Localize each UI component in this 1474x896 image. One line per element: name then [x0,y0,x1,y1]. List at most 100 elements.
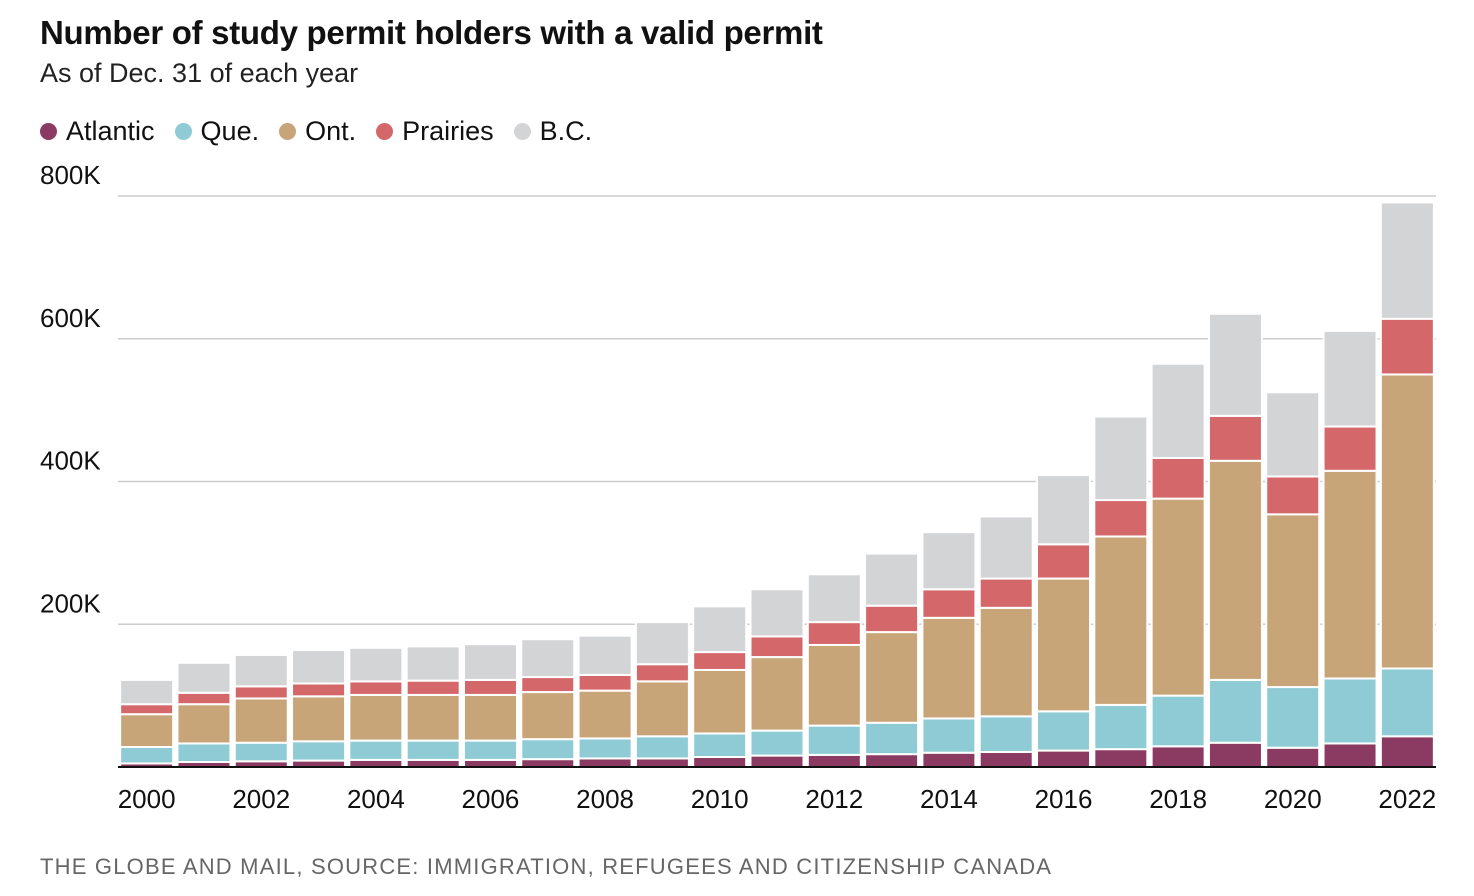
x-tick-label: 2012 [805,784,863,814]
x-tick-label: 2004 [347,784,405,814]
bar-ont-2019 [1207,459,1263,681]
y-tick-label: 600K [40,303,101,333]
legend-label-atlantic: Atlantic [66,116,155,146]
bar-prairies-2012 [806,621,862,646]
bar-que-2022 [1379,667,1435,738]
bar-que-2002 [233,741,289,763]
legend-swatch-prairies [376,123,394,140]
bar-atlantic-2012 [806,753,862,769]
bar-atlantic-2014 [921,751,977,768]
chart-subtitle: As of Dec. 31 of each year [40,58,359,88]
x-tick-label: 2016 [1035,784,1093,814]
bar-bc-2015 [978,515,1034,580]
x-tick-label: 2000 [118,784,176,814]
bar-atlantic-2019 [1207,741,1263,768]
legend-item-atlantic: Atlantic [40,116,155,147]
bar-bc-2011 [749,588,805,638]
bar-atlantic-2013 [864,753,920,769]
bar-ont-2006 [462,693,518,742]
bar-prairies-2008 [577,673,633,692]
x-tick-label: 2010 [691,784,749,814]
bar-que-2012 [806,724,862,756]
bar-prairies-2009 [634,663,690,683]
bar-bc-2010 [692,605,748,654]
legend-label-prairies: Prairies [402,116,494,146]
bar-bc-2017 [1093,415,1149,502]
bar-atlantic-2008 [577,757,633,768]
bar-que-2015 [978,715,1034,754]
bar-atlantic-2010 [692,756,748,769]
bar-ont-2009 [634,680,690,738]
legend-swatch-que [174,123,192,140]
bar-bc-2016 [1036,474,1092,546]
bar-ont-2017 [1093,535,1149,706]
bar-ont-2022 [1379,373,1435,670]
bar-bc-2002 [233,653,289,688]
bar-prairies-2014 [921,588,977,619]
legend-item-que: Que. [174,116,260,147]
bar-prairies-2001 [176,691,232,706]
bar-bc-2007 [520,638,576,679]
bar-atlantic-2016 [1036,749,1092,768]
legend-label-ont: Ont. [305,116,357,146]
x-tick-label: 2022 [1378,784,1436,814]
bar-atlantic-2006 [462,758,518,768]
bar-atlantic-2018 [1150,745,1206,769]
bar-prairies-2018 [1150,456,1206,500]
x-tick-label: 2014 [920,784,978,814]
chart-legend: Atlantic Que. Ont. Prairies B.C. [40,116,612,147]
bar-ont-2007 [520,691,576,741]
legend-item-bc: B.C. [513,116,592,147]
bar-que-2005 [405,739,461,761]
bar-ont-2005 [405,693,461,742]
bar-bc-2009 [634,621,690,666]
bar-ont-2002 [233,697,289,744]
bar-atlantic-2011 [749,754,805,769]
bar-ont-2003 [291,695,347,743]
bar-que-2009 [634,735,690,760]
bar-prairies-2004 [348,680,404,696]
bar-prairies-2015 [978,577,1034,609]
bar-atlantic-2020 [1265,746,1321,769]
bar-bc-2022 [1379,201,1435,320]
bar-atlantic-2021 [1322,742,1378,768]
bar-prairies-2016 [1036,543,1092,580]
y-tick-label: 200K [40,588,101,618]
bar-ont-2001 [176,703,232,745]
x-tick-label: 2008 [576,784,634,814]
chart-title: Number of study permit holders with a va… [40,14,823,51]
bar-que-2008 [577,737,633,760]
bar-prairies-2003 [291,682,347,698]
bar-que-2001 [176,742,232,764]
bar-atlantic-2004 [348,758,404,768]
bar-bc-2004 [348,646,404,683]
x-tick-label: 2002 [232,784,290,814]
bar-ont-2011 [749,656,805,732]
bar-bc-2021 [1322,329,1378,428]
bar-ont-2020 [1265,513,1321,689]
legend-label-que: Que. [200,116,260,146]
bar-prairies-2011 [749,635,805,659]
x-tick-label: 2018 [1149,784,1207,814]
bar-prairies-2002 [233,685,289,700]
bar-que-2003 [291,740,347,762]
bar-ont-2014 [921,616,977,720]
bar-prairies-2019 [1207,414,1263,462]
bar-ont-2013 [864,631,920,724]
x-tick-label: 2006 [462,784,520,814]
bar-prairies-2000 [119,703,175,716]
bar-atlantic-2017 [1093,748,1149,768]
bar-bc-2006 [462,643,518,681]
bar-prairies-2010 [692,651,748,671]
bar-bc-2019 [1207,312,1263,417]
y-tick-label: 400K [40,446,101,476]
bar-ont-2016 [1036,577,1092,713]
legend-item-ont: Ont. [279,116,356,147]
legend-swatch-ont [279,123,297,140]
bar-ont-2010 [692,668,748,735]
bar-que-2016 [1036,710,1092,752]
bar-que-2007 [520,738,576,761]
y-tick-label: 800K [40,160,101,190]
bar-prairies-2006 [462,678,518,696]
